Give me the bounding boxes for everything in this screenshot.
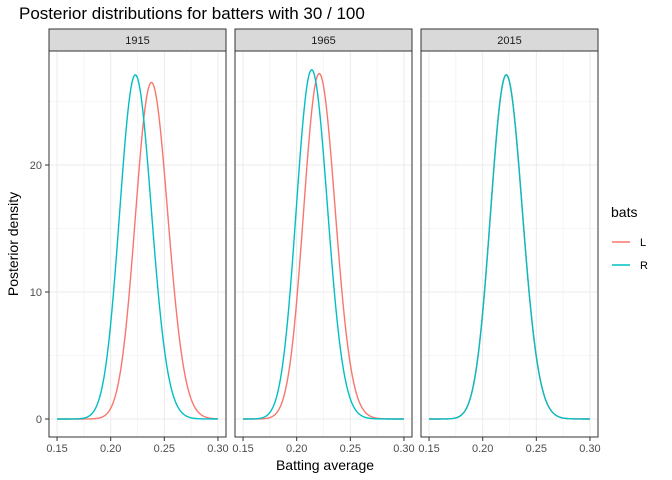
series-line-R bbox=[429, 74, 590, 420]
y-tick-label: 10 bbox=[30, 287, 42, 299]
x-axis-title: Batting average bbox=[276, 457, 374, 473]
panel-border bbox=[48, 50, 227, 438]
chart-panels: 1915 0.15 0.20 0.25 0.30 0 10 20 1965 0.15 0.20 0.2… bbox=[30, 28, 601, 455]
panel-2015: 2015 0.15 0.20 0.25 0.30 bbox=[418, 28, 601, 455]
panel-1915: 1915 0.15 0.20 0.25 0.30 0 10 20 bbox=[30, 28, 229, 455]
x-tick-label: 0.15 bbox=[46, 443, 67, 455]
panel-border bbox=[420, 50, 599, 438]
x-tick-label: 0.30 bbox=[579, 443, 600, 455]
series-line-R bbox=[57, 74, 218, 420]
x-tick-label: 0.25 bbox=[340, 443, 361, 455]
x-tick-label: 0.25 bbox=[154, 443, 175, 455]
y-axis-title: Posterior density bbox=[5, 192, 21, 296]
y-tick-label: 0 bbox=[36, 414, 42, 426]
legend-title: bats bbox=[611, 204, 637, 220]
facet-strip-label: 1965 bbox=[311, 35, 335, 47]
chart-title: Posterior distributions for batters with… bbox=[19, 4, 365, 23]
panel-border bbox=[234, 50, 413, 438]
x-tick-label: 0.25 bbox=[526, 443, 547, 455]
y-tick-label: 20 bbox=[30, 160, 42, 172]
legend-label-L: L bbox=[640, 237, 646, 249]
legend: bats LR bbox=[609, 204, 648, 275]
x-tick-label: 0.15 bbox=[418, 443, 439, 455]
x-tick-label: 0.20 bbox=[100, 443, 121, 455]
facet-strip-label: 2015 bbox=[497, 35, 521, 47]
facet-strip-label: 1915 bbox=[125, 35, 149, 47]
legend-label-R: R bbox=[640, 260, 648, 272]
x-tick-label: 0.20 bbox=[286, 443, 307, 455]
panel-1965: 1965 0.15 0.20 0.25 0.30 bbox=[232, 28, 415, 455]
x-tick-label: 0.30 bbox=[393, 443, 414, 455]
x-tick-label: 0.30 bbox=[207, 443, 228, 455]
x-tick-label: 0.15 bbox=[232, 443, 253, 455]
series-line-L bbox=[57, 81, 218, 420]
series-line-R bbox=[243, 69, 404, 420]
x-tick-label: 0.20 bbox=[472, 443, 493, 455]
